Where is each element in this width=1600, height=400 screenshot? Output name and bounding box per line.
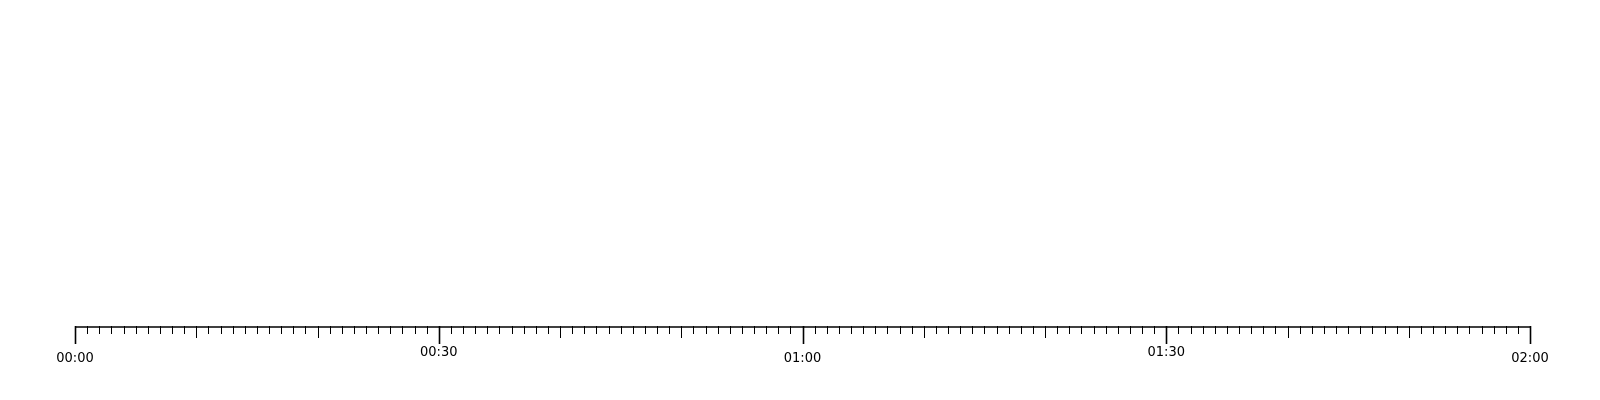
ruler-ticks xyxy=(74,326,1532,344)
time-label: 00:00 xyxy=(56,351,93,366)
time-label: 00:30 xyxy=(420,345,457,360)
ruler-labels: 00:00 00:30 01:00 01:30 02:00 xyxy=(56,345,1548,366)
time-label: 01:30 xyxy=(1148,345,1185,360)
time-label: 01:00 xyxy=(784,351,821,366)
time-label: 02:00 xyxy=(1511,351,1548,366)
